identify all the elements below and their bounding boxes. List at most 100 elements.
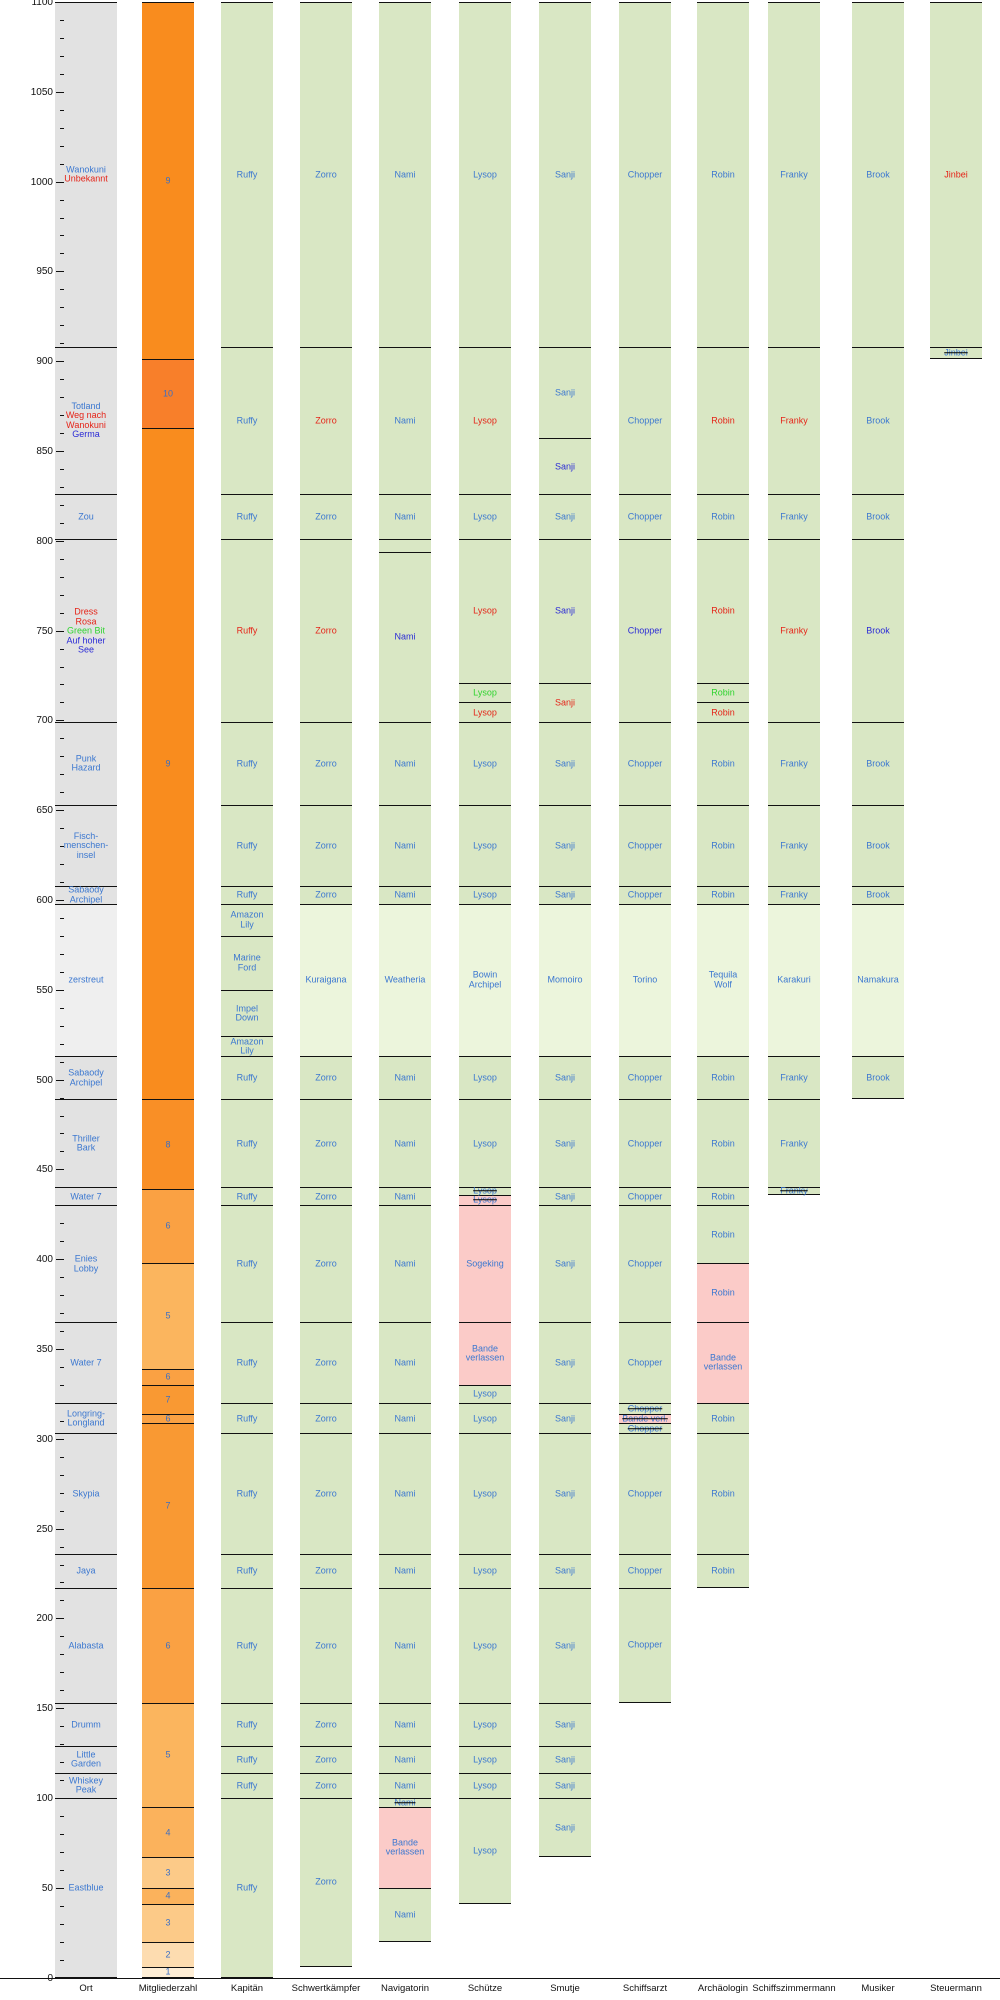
smutje-segment: Momoiro [539,903,591,1057]
segment-label: Zorro [315,625,337,636]
y-tick [60,1295,64,1297]
y-tick [60,37,64,39]
segment-label: Sanji [554,697,575,708]
segment-label: Chopper [627,1639,663,1650]
schuetze-segment: Lysop [459,1384,511,1403]
schiffsarzt-segment: Chopper [619,1402,671,1414]
y-tick [60,253,64,255]
segment-label: Nami [394,631,416,642]
archaeologin-segment: Robin [697,1056,749,1100]
segment-label: Zorro [315,1719,337,1730]
navigatorin-segment: Nami [379,804,431,886]
y-tick [60,433,64,435]
schwertkaempfer-segment: Zorro [300,1187,352,1206]
schuetze-segment: Lysop [459,1702,511,1746]
segment-label: Lysop [473,1565,497,1576]
segment-label: Lysop [473,1388,497,1399]
y-tick [60,163,64,165]
segment-label: Sanji [554,1138,575,1149]
segment-label: Skypia [72,1488,100,1499]
y-tick [60,1492,64,1494]
segment-label: Kuraigana [305,974,347,985]
y-tick-label: 900 [36,356,53,368]
mitgliederzahl-segment: 6 [142,1587,194,1703]
y-tick [60,397,64,399]
y-tick [60,504,64,506]
y-tick [60,684,64,686]
segment-label: 7 [165,1499,171,1510]
mitgliederzahl-segment: 4 [142,1887,194,1904]
ort-segment: Wanokuni Unbekannt [55,2,117,347]
segment-label: Robin [711,415,735,426]
y-tick [56,1618,64,1620]
mitgliederzahl-segment: 7 [142,1422,194,1588]
musiker-segment: Brook [852,494,904,539]
segment-label: Zorro [315,889,337,900]
kapitaen-segment: Ruffy [221,2,273,347]
y-tick [60,917,64,919]
y-tick [56,810,64,812]
navigatorin-segment: Nami [379,885,431,904]
archaeologin-segment: Robin [697,1205,749,1263]
segment-label: Ruffy [236,1072,258,1083]
segment-label: Jinbei [944,347,968,358]
schiffszimmermann-segment: Franky [768,804,820,886]
schwertkaempfer-segment: Zorro [300,2,352,347]
segment-label: 9 [165,175,171,186]
segment-label: Nami [394,1719,416,1730]
schiffsarzt-segment: Chopper [619,346,671,495]
ort-segment: Water 7 [55,1322,117,1403]
schwertkaempfer-segment: Zorro [300,1056,352,1100]
y-tick-label: 700 [36,715,53,727]
schiffsarzt-segment: Chopper [619,1205,671,1323]
archaeologin-segment: Robin [697,682,749,703]
segment-label: Chopper [627,1565,663,1576]
smutje-segment: Sanji [539,1772,591,1798]
navigatorin-segment: Nami [379,346,431,495]
y-tick [60,235,64,237]
segment-label: 6 [165,1220,171,1231]
mitgliederzahl-segment: 9 [142,2,194,360]
segment-label: Sanji [554,758,575,769]
y-tick [60,738,64,740]
schuetze-segment: Lysop [459,1772,511,1798]
mitgliederzahl-segment: 7 [142,1384,194,1414]
y-tick-label: 200 [36,1613,53,1625]
segment-label: Little Garden [70,1749,102,1769]
x-axis-label-kapitaen: Kapitän [230,1982,264,1994]
smutje-segment: Sanji [539,1322,591,1403]
y-tick [56,1887,64,1889]
y-tick-label: 350 [36,1344,53,1355]
smutje-segment: Sanji [539,804,591,886]
segment-label: Lysop [473,1138,497,1149]
smutje-segment: Sanji [539,1798,591,1858]
y-tick [56,1708,64,1710]
segment-label: Water 7 [70,1357,102,1368]
smutje-segment: Sanji [539,539,591,683]
segment-label: Zorro [315,758,337,769]
segment-label: Franky [780,625,808,636]
kapitaen-segment: Ruffy [221,539,273,723]
segment-label: Chopper [627,1403,663,1413]
y-tick-label: 250 [36,1523,53,1535]
y-tick [60,1726,64,1728]
segment-label: Zorro [315,1488,337,1499]
segment-label: Franky [780,1138,808,1149]
y-tick-label: 400 [36,1254,53,1266]
segment-label: Bowin Archipel [468,969,502,990]
segment-label: Ruffy [236,1565,258,1576]
x-axis-label-smutje: Smutje [550,1982,580,1994]
navigatorin-segment: Nami [379,1187,431,1206]
schiffsarzt-segment: Torino [619,903,671,1057]
segment-label: Franky [780,415,808,426]
segment-label: Nami [394,1138,416,1149]
segment-label: Sanji [554,169,575,180]
kapitaen-segment: Ruffy [221,1099,273,1188]
schiffszimmermann-segment: Franky [768,494,820,539]
schwertkaempfer-segment: Kuraigana [300,903,352,1057]
y-tick [60,828,64,830]
y-tick [56,989,64,991]
segment-label: Brook [866,625,890,636]
y-tick [60,774,64,776]
segment-label: Ruffy [236,1719,258,1730]
